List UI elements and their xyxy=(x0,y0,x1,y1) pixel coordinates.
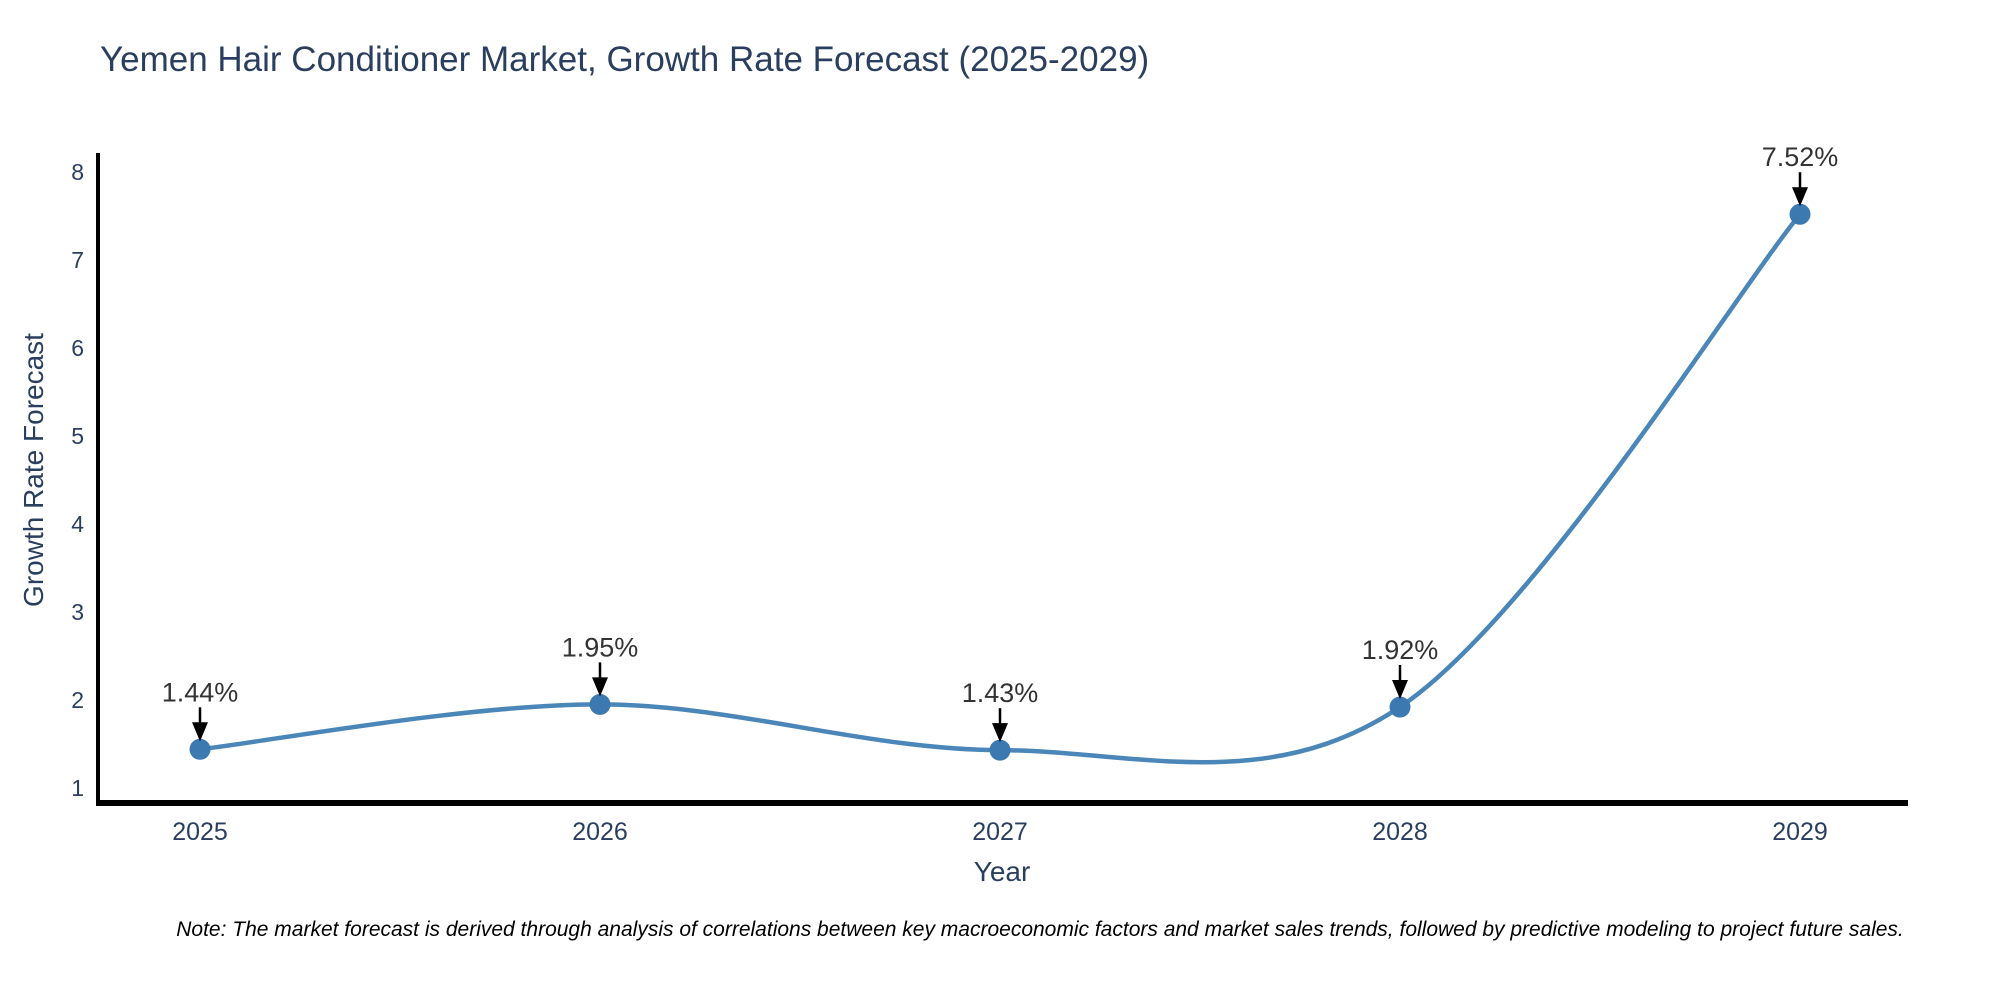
data-point-marker xyxy=(189,738,211,760)
chart-title: Yemen Hair Conditioner Market, Growth Ra… xyxy=(100,40,1150,79)
y-tick-label: 6 xyxy=(71,335,84,361)
data-point-label: 1.44% xyxy=(162,677,239,707)
y-tick-label: 3 xyxy=(71,599,84,625)
y-tick-label: 8 xyxy=(71,159,84,185)
data-point-marker xyxy=(1789,203,1811,225)
data-point-marker xyxy=(589,693,611,715)
data-point-label: 1.92% xyxy=(1362,635,1439,665)
data-point-marker xyxy=(1389,696,1411,718)
x-tick-label: 2027 xyxy=(972,818,1028,846)
x-tick-label: 2025 xyxy=(172,818,228,846)
trend-line xyxy=(197,211,1803,765)
x-tick-label: 2026 xyxy=(572,818,628,846)
data-point-label: 1.43% xyxy=(962,678,1039,708)
data-point-label: 7.52% xyxy=(1762,142,1839,172)
annotation-arrow-head xyxy=(192,722,208,742)
data-point-label: 1.95% xyxy=(562,632,639,662)
annotation-arrow-head xyxy=(592,677,608,697)
x-axis-title: Year xyxy=(973,856,1031,887)
data-point-marker xyxy=(989,739,1011,761)
y-tick-label: 5 xyxy=(71,423,84,449)
y-axis-title: Growth Rate Forecast xyxy=(18,333,49,607)
y-tick-label: 7 xyxy=(71,247,84,273)
x-tick-label: 2029 xyxy=(1772,818,1828,846)
y-tick-label: 4 xyxy=(71,511,84,537)
annotation-arrow-head xyxy=(1792,187,1808,207)
y-tick-label: 2 xyxy=(71,687,84,713)
annotation-arrow-head xyxy=(992,723,1008,743)
y-tick-label: 1 xyxy=(71,775,84,801)
annotation-arrow-head xyxy=(1392,680,1408,700)
footnote: Note: The market forecast is derived thr… xyxy=(176,918,1904,941)
x-tick-label: 2028 xyxy=(1372,818,1428,846)
